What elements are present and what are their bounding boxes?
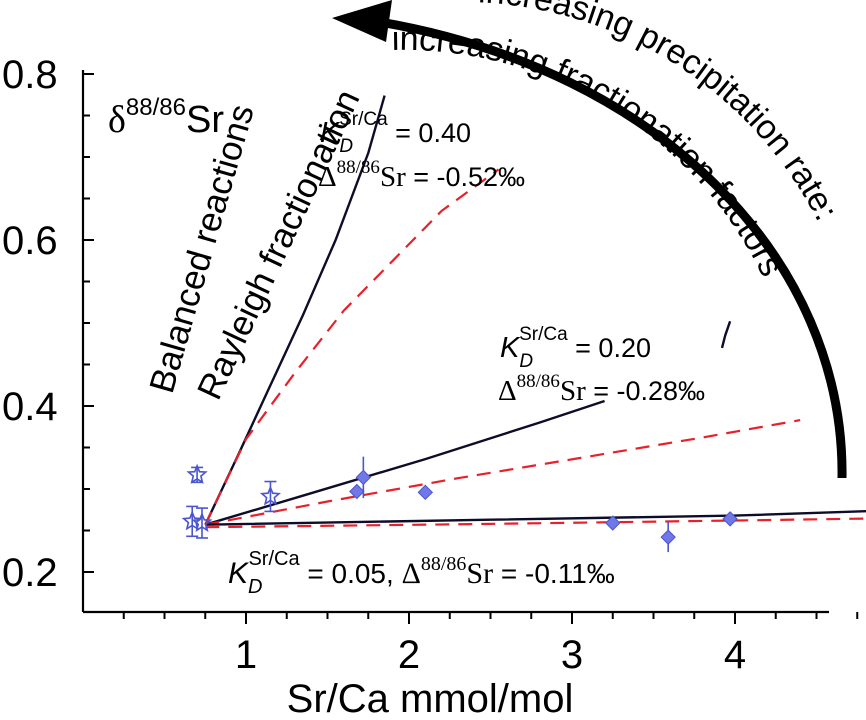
delta-040-d: Δ [318,161,337,193]
data-point-diamond [660,529,676,545]
data-point-star [191,511,213,533]
title-sr: Sr [186,99,224,141]
model-curve-dashed [205,419,801,526]
chart-title: δ88/86Sr [108,94,224,141]
kd-005-k: K [228,557,250,590]
delta-020-d: Δ [498,375,517,407]
model-curve-solid [204,399,605,526]
kd-020-val: = 0.20 [568,333,651,363]
delta-020-sup: 88/86 [517,371,560,392]
model-curve-dashed [205,517,866,529]
data-point-star [181,510,203,531]
x-tick-label: 1 [235,633,257,677]
delta-020-sr: Sr [560,375,586,407]
data-point-diamond [355,469,372,486]
arc-inner-textpath: increasing fractionation factors [391,20,790,282]
delta-005-d: Δ [402,557,421,590]
delta-040-sup: 88/86 [337,157,380,178]
delta-040-val: = -0.52‰ [406,162,525,192]
kd-020-sup: Sr/Ca [519,324,568,345]
rate-arrow-head [332,0,392,42]
data-point-diamond [722,511,738,527]
kd-040-k: K [320,117,341,149]
delta-005-sr: Sr [466,557,493,590]
delta-040-sr: Sr [380,161,406,193]
data-point-diamond [605,515,621,531]
kd-020-sub: D [519,351,533,372]
x-tick-label: 2 [398,633,420,677]
y-tick-label: 0.2 [2,551,58,595]
x-axis-title: Sr/Ca mmol/mol [287,677,574,720]
kd-040-val: = 0.40 [388,118,471,148]
kd-005-val: = 0.05, [300,558,402,589]
kd-005-label: KD Sr/Ca = 0.05, Δ88/86Sr = -0.11‰ [228,548,615,598]
kd-005-sub: D [248,576,262,598]
kd-040-sub: D [339,136,353,157]
title-sup: 88/86 [126,94,186,121]
y-tick-label: 0.6 [2,219,58,263]
data-point-diamond [417,484,434,501]
rate-arrow-arc [379,17,847,479]
y-tick-label: 0.4 [2,385,58,429]
kd-040-label: KD Sr/Ca = 0.40 [320,109,471,157]
data-point-diamond [349,483,365,500]
kd-040-sup: Sr/Ca [339,109,388,130]
axes: 123450.20.40.60.8 [2,53,859,677]
data-point-star [186,463,208,484]
data-point-star [259,485,281,506]
kd-020-label: KD Sr/Ca = 0.20 [500,324,651,372]
model-curve-dashed [204,168,500,526]
model-lines [204,95,866,529]
delta-005-val: = -0.11‰ [493,558,615,589]
delta-020-val: = -0.28‰ [586,376,705,406]
delta-005-sup: 88/86 [421,553,467,575]
y-tick-label: 0.8 [2,53,58,97]
delta-020-label: Δ88/86Sr = -0.28‰ [498,371,705,407]
kd-005-sup: Sr/Ca [248,548,300,570]
title-delta: δ [108,99,126,141]
delta-040-label: Δ88/86Sr = -0.52‰ [318,157,525,193]
x-tick-label: 3 [561,633,583,677]
kd-020-k: K [500,332,521,364]
model-curve-solid [720,320,732,349]
data-markers [181,456,738,553]
arc-inner-text: increasing fractionation factors [391,20,790,282]
x-tick-label: 4 [724,633,746,677]
